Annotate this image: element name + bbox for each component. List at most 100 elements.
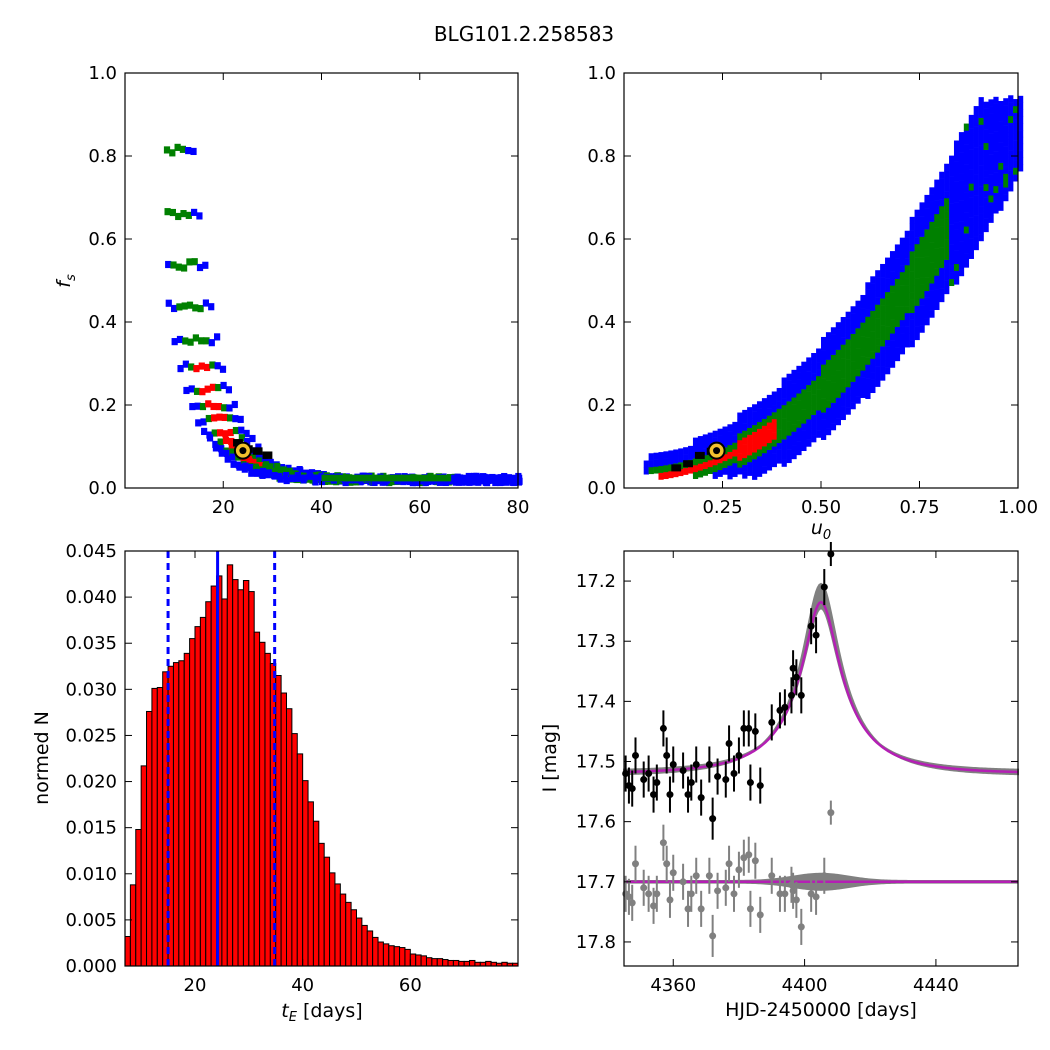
heatmap-cell [1003, 180, 1009, 188]
heatmap-cell [692, 458, 699, 466]
heatmap-cell [791, 431, 797, 439]
heatmap-cell [953, 243, 960, 251]
heatmap-cell [929, 283, 935, 291]
heatmap-cell [796, 420, 802, 428]
heatmap-cell [451, 474, 458, 482]
br-xtick-label: 4360 [650, 975, 696, 996]
heatmap-cell [1003, 125, 1009, 133]
tr-xtick-label: 1.00 [998, 497, 1038, 518]
data-point [692, 761, 700, 769]
heatmap-cell [781, 459, 787, 467]
heatmap-cell [963, 137, 970, 145]
heatmap-cell [692, 437, 699, 445]
bl-ytick-label: 0.000 [65, 956, 117, 977]
heatmap-cell [845, 325, 851, 333]
heatmap-cell [697, 463, 704, 471]
histogram-bar [286, 708, 293, 967]
heatmap-cell [968, 135, 974, 143]
heatmap-cell [653, 452, 659, 460]
heatmap-cell [875, 331, 881, 339]
heatmap-cell [958, 255, 965, 263]
heatmap-cell [973, 126, 979, 134]
heatmap-cell [840, 317, 846, 325]
heatmap-cell [973, 106, 979, 114]
heatmap-cell [811, 400, 817, 409]
heatmap-cell [825, 407, 832, 415]
heatmap-cell [850, 319, 856, 328]
heatmap-cell [963, 123, 970, 131]
heatmap-cell [776, 456, 782, 464]
data-point [751, 727, 759, 735]
heatmap-cell [904, 251, 910, 259]
heatmap-cell [983, 115, 989, 123]
heatmap-cell [198, 362, 205, 370]
heatmap-cell [914, 284, 920, 293]
heatmap-cell [658, 452, 664, 460]
heatmap-cell [350, 474, 358, 482]
heatmap-cell [830, 368, 837, 376]
heatmap-cell [894, 285, 901, 293]
heatmap-cell [963, 185, 970, 193]
heatmap-cell [830, 347, 837, 355]
heatmap-cell [914, 319, 920, 327]
heatmap-cell [939, 294, 945, 303]
heatmap-cell [988, 154, 994, 162]
heatmap-cell [855, 355, 861, 363]
heatmap-cell [821, 343, 827, 351]
heatmap-cell [988, 99, 994, 107]
heatmap-cell [870, 276, 876, 284]
heatmap-cell [929, 303, 935, 311]
heatmap-cell [742, 457, 748, 465]
heatmap-cell [673, 456, 679, 464]
heatmap-cell [914, 230, 920, 238]
heatmap-cell [177, 365, 184, 373]
heatmap-cell [875, 270, 881, 278]
heatmap-cell [185, 211, 192, 219]
heatmap-cell [865, 302, 871, 310]
heatmap-cell [791, 376, 797, 384]
heatmap-cell [904, 312, 910, 321]
heatmap-cell [261, 455, 268, 464]
residual-point [714, 887, 722, 895]
heatmap-cell [958, 186, 965, 195]
heatmap-cell [511, 478, 518, 486]
heatmap-cell [816, 355, 822, 363]
heatmap-cell [707, 432, 713, 440]
heatmap-cell [870, 331, 876, 339]
heatmap-cell [934, 206, 940, 215]
heatmap-cell [289, 474, 296, 483]
heatmap-cell [756, 442, 763, 450]
heatmap-cell [226, 414, 234, 422]
tl-xtick-label: 80 [507, 497, 530, 518]
heatmap-cell [801, 395, 807, 404]
heatmap-cell [761, 418, 768, 426]
heatmap-cell [889, 299, 896, 307]
heatmap-cell [825, 345, 832, 354]
heatmap-cell [860, 301, 866, 309]
heatmap-cell [816, 362, 822, 370]
heatmap-cell [196, 263, 204, 272]
heatmap-cell [200, 418, 207, 426]
heatmap-cell [203, 363, 211, 372]
heatmap-cell [939, 199, 945, 207]
fs-vs-te-frame [124, 72, 519, 489]
heatmap-cell [821, 371, 827, 379]
heatmap-cell [781, 418, 787, 426]
heatmap-cell [968, 203, 974, 212]
bl-ytick-label: 0.030 [65, 679, 117, 700]
heatmap-cell [776, 442, 782, 450]
heatmap-cell [993, 206, 999, 214]
heatmap-cell [210, 402, 217, 411]
heatmap-cell [934, 261, 940, 269]
heatmap-cell [825, 366, 832, 374]
heatmap-cell [840, 399, 846, 407]
residual-point [669, 869, 677, 877]
heatmap-cell [835, 376, 841, 385]
heatmap-cell [415, 474, 423, 482]
fs-vs-te-heatmap [163, 143, 523, 487]
heatmap-cell [257, 462, 264, 470]
heatmap-cell [968, 128, 974, 136]
heatmap-cell [850, 367, 856, 376]
heatmap-cell [165, 299, 172, 307]
heatmap-cell [830, 361, 837, 369]
